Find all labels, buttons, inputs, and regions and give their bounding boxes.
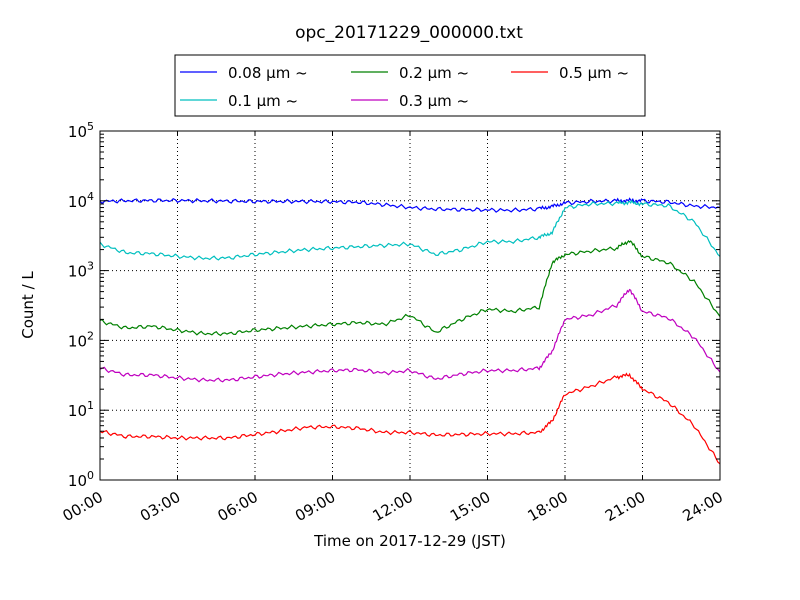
y-tick-label: 105	[68, 120, 94, 141]
x-tick-label: 24:00	[680, 488, 726, 525]
legend-label: 0.2 μm ~	[399, 64, 469, 82]
y-tick-labels: 100 101 102 103 104 105	[68, 120, 94, 490]
legend-label: 0.5 μm ~	[559, 64, 629, 82]
x-axis-label: Time on 2017-12-29 (JST)	[313, 532, 506, 550]
x-tick-label: 21:00	[602, 488, 648, 525]
legend-label: 0.08 μm ~	[228, 64, 308, 82]
series-line	[99, 372, 721, 465]
x-tick-label: 15:00	[447, 488, 493, 525]
series-lines	[99, 197, 721, 465]
legend-label: 0.3 μm ~	[399, 92, 469, 110]
x-tick-label: 12:00	[370, 488, 416, 525]
x-tick-label: 03:00	[137, 488, 183, 525]
legend-box	[174, 54, 646, 117]
x-tick-label: 00:00	[60, 488, 106, 525]
x-tick-label: 09:00	[292, 488, 338, 525]
legend-label: 0.1 μm ~	[228, 92, 298, 110]
y-tick-label: 103	[68, 260, 94, 281]
x-tick-label: 18:00	[525, 488, 571, 525]
x-tick-label: 06:00	[215, 488, 261, 525]
series-line	[99, 288, 721, 383]
y-tick-label: 100	[68, 469, 94, 490]
x-tick-labels: 00:00 03:00 06:00 09:00 12:00 15:00 18:00 21:00…	[60, 488, 726, 525]
chart-title: opc_20171229_000000.txt	[295, 23, 523, 43]
series-line	[99, 239, 721, 337]
grid	[100, 131, 720, 480]
series-line	[99, 199, 721, 261]
y-tick-label: 104	[68, 190, 94, 211]
legend: 0.08 μm ~ 0.1 μm ~ 0.2 μm ~ 0.3 μm ~ 0.5 μm …	[174, 54, 646, 117]
y-tick-label: 101	[68, 399, 94, 420]
ticks	[99, 130, 721, 481]
series-line	[99, 197, 721, 213]
y-tick-label: 102	[68, 329, 94, 350]
y-axis-label: Count / L	[19, 271, 37, 339]
